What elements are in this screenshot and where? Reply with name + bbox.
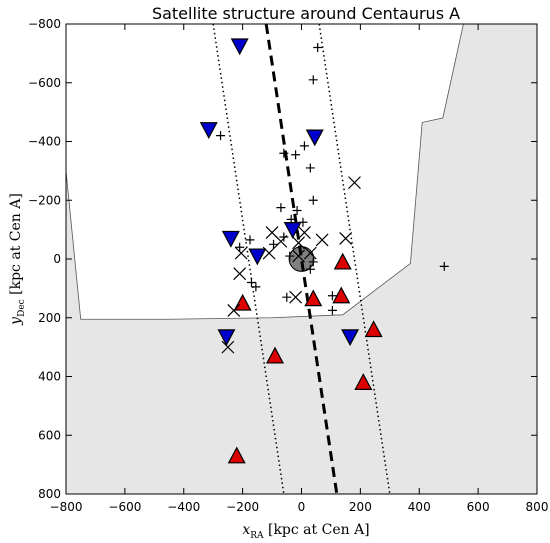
triangle-up-point xyxy=(266,346,285,364)
y-tick-label: 400 xyxy=(38,370,61,384)
chart-title: Satellite structure around Centaurus A xyxy=(152,4,460,23)
cross-point xyxy=(233,267,247,281)
y-tick-label: −400 xyxy=(28,135,61,149)
cross-point xyxy=(298,226,311,239)
triangle-down-point xyxy=(283,222,302,239)
plus-point xyxy=(308,195,318,205)
plus-point xyxy=(291,150,301,160)
triangle-down-point xyxy=(248,248,267,266)
x-axis-label-text: [kpc at Cen A] xyxy=(264,522,370,538)
plus-point xyxy=(313,43,323,52)
plus-point xyxy=(439,261,449,271)
x-tick-label: −400 xyxy=(167,500,200,514)
y-tick-label: 800 xyxy=(38,487,61,501)
y-axis-label-subscript: Dec xyxy=(17,299,27,317)
plus-point xyxy=(216,131,226,141)
plus-point xyxy=(251,282,261,292)
plot-area xyxy=(65,23,538,495)
triangle-down-point xyxy=(199,122,218,140)
triangle-down-point xyxy=(305,129,324,147)
cross-point xyxy=(221,340,235,354)
x-tick-label: 0 xyxy=(298,500,306,514)
plus-point xyxy=(279,148,289,158)
cross-point xyxy=(234,246,248,260)
y-tick-label: −800 xyxy=(28,17,61,31)
cross-point xyxy=(339,232,353,245)
plus-point xyxy=(292,206,302,216)
uncovered-region xyxy=(66,24,537,494)
y-tick-label: −600 xyxy=(28,76,61,90)
band-line xyxy=(212,24,285,494)
x-axis: −800 −600 −400 −200 0 200 400 600 800 xyxy=(50,24,549,514)
plus-point xyxy=(327,305,337,315)
cross-point xyxy=(289,290,303,304)
x-tick-label: 600 xyxy=(467,500,490,514)
plus-point xyxy=(308,257,318,267)
y-tick-label: 600 xyxy=(38,428,61,442)
y-tick-label: 0 xyxy=(53,252,61,266)
y-axis-label: yDec [kpc at Cen A] xyxy=(8,193,27,326)
plus-point xyxy=(285,251,295,261)
plus-point xyxy=(276,203,286,213)
plus-point xyxy=(269,239,279,249)
plus-point xyxy=(305,163,315,173)
y-tick-label: 200 xyxy=(38,311,61,325)
x-tick-label: −800 xyxy=(50,500,83,514)
plus-point xyxy=(246,278,256,287)
plus-point xyxy=(298,217,308,227)
triangle-up-point xyxy=(227,446,246,464)
triangle-down-point xyxy=(230,38,249,56)
x-axis-label: xRA [kpc at Cen A] xyxy=(242,522,369,541)
x-tick-label: −200 xyxy=(226,500,259,514)
triangle-up-point xyxy=(332,286,351,304)
cross-point xyxy=(227,303,241,317)
x-axis-label-subscript: RA xyxy=(250,531,264,541)
x-tick-label: −600 xyxy=(108,500,141,514)
triangle-down-point xyxy=(341,329,360,347)
plus-point xyxy=(305,264,315,274)
plus-point xyxy=(308,75,318,85)
plus-point xyxy=(286,214,296,224)
plus-point xyxy=(279,232,289,242)
cross-point xyxy=(262,246,276,260)
x-tick-label: 200 xyxy=(349,500,372,514)
cross-point xyxy=(348,176,361,190)
cross-point xyxy=(292,249,305,263)
plus-point xyxy=(282,292,292,302)
triangle-up-point xyxy=(354,373,373,390)
y-axis-label-text: [kpc at Cen A] xyxy=(8,193,24,299)
plus-point xyxy=(245,235,255,245)
plus-point xyxy=(327,291,337,301)
cross-point xyxy=(303,246,317,260)
triangle-up-point xyxy=(304,289,323,307)
plot-content xyxy=(66,24,537,494)
x-tick-label: 400 xyxy=(408,500,431,514)
x-tick-label: 800 xyxy=(526,500,549,514)
y-axis: −800 −600 −400 −200 0 200 400 600 800 xyxy=(28,17,537,501)
y-tick-label: −200 xyxy=(28,193,61,207)
plus-point xyxy=(235,242,245,252)
triangle-down-point xyxy=(217,329,236,347)
band-line xyxy=(318,24,391,494)
x-axis-label-symbol: x xyxy=(242,522,250,538)
triangle-up-point xyxy=(333,252,352,270)
cross-point xyxy=(292,236,305,250)
y-axis-label-symbol: y xyxy=(8,316,24,326)
plus-point xyxy=(299,141,309,151)
cross-point xyxy=(315,233,329,247)
triangle-up-point xyxy=(364,320,383,338)
triangle-down-point xyxy=(221,230,240,248)
